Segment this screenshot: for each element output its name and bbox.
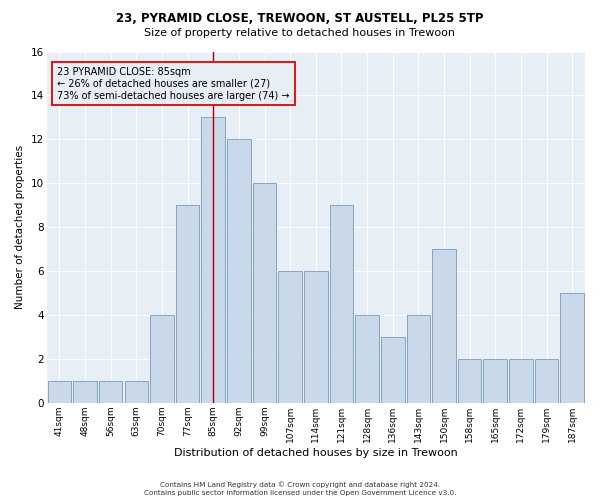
- Bar: [73, 381, 97, 403]
- Bar: [278, 271, 302, 403]
- Bar: [484, 359, 507, 403]
- Bar: [176, 205, 199, 403]
- Bar: [329, 205, 353, 403]
- X-axis label: Distribution of detached houses by size in Trewoon: Distribution of detached houses by size …: [174, 448, 458, 458]
- Text: Contains public sector information licensed under the Open Government Licence v3: Contains public sector information licen…: [144, 490, 456, 496]
- Bar: [560, 293, 584, 403]
- Bar: [125, 381, 148, 403]
- Bar: [253, 183, 277, 403]
- Bar: [227, 140, 251, 403]
- Y-axis label: Number of detached properties: Number of detached properties: [15, 145, 25, 309]
- Text: 23 PYRAMID CLOSE: 85sqm
← 26% of detached houses are smaller (27)
73% of semi-de: 23 PYRAMID CLOSE: 85sqm ← 26% of detache…: [58, 68, 290, 100]
- Bar: [202, 118, 225, 403]
- Bar: [150, 315, 174, 403]
- Text: Size of property relative to detached houses in Trewoon: Size of property relative to detached ho…: [145, 28, 455, 38]
- Bar: [458, 359, 481, 403]
- Bar: [99, 381, 122, 403]
- Bar: [509, 359, 533, 403]
- Bar: [355, 315, 379, 403]
- Bar: [304, 271, 328, 403]
- Bar: [381, 337, 404, 403]
- Text: Contains HM Land Registry data © Crown copyright and database right 2024.: Contains HM Land Registry data © Crown c…: [160, 481, 440, 488]
- Bar: [535, 359, 559, 403]
- Bar: [432, 249, 456, 403]
- Bar: [407, 315, 430, 403]
- Text: 23, PYRAMID CLOSE, TREWOON, ST AUSTELL, PL25 5TP: 23, PYRAMID CLOSE, TREWOON, ST AUSTELL, …: [116, 12, 484, 26]
- Bar: [47, 381, 71, 403]
